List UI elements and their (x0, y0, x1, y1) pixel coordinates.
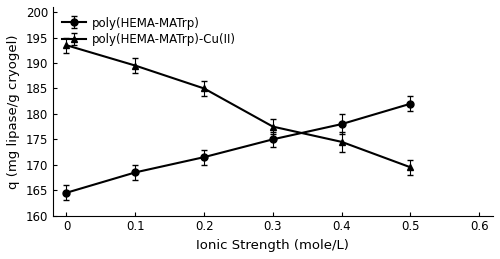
Y-axis label: q (mg lipase/g cryogel): q (mg lipase/g cryogel) (7, 34, 20, 189)
X-axis label: Ionic Strength (mole/L): Ionic Strength (mole/L) (196, 239, 350, 252)
Legend: poly(HEMA-MATrp), poly(HEMA-MATrp)-Cu(II): poly(HEMA-MATrp), poly(HEMA-MATrp)-Cu(II… (58, 13, 239, 50)
